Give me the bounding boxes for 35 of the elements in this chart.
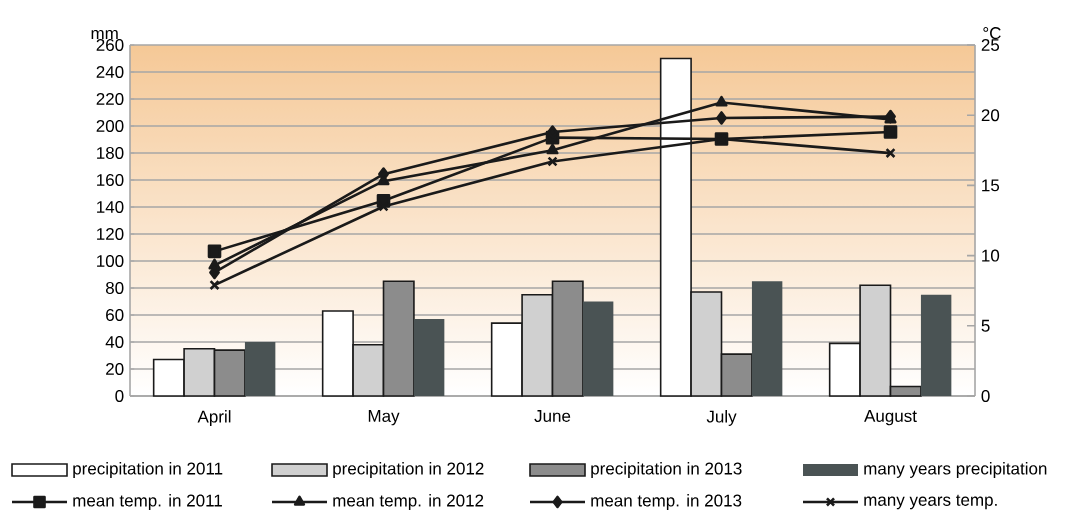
x-tick-label: April [197,410,231,426]
y-tick-label: 40 [105,335,124,349]
y2-tick-label: 20 [981,109,1000,122]
legend-label: precipitation in 2013 [591,462,742,478]
y-tick-label: 140 [97,200,124,214]
y2-tick-label: 5 [981,319,990,332]
x-tick-label: June [534,410,571,422]
y2-axis-title: °C [983,27,1001,40]
x-tick-label: July [706,410,737,426]
y2-tick-label: 25 [981,38,1000,52]
y-tick-label: 180 [97,146,124,160]
y-tick-label: 160 [97,173,124,187]
legend-label: mean temp. in 2013 [591,494,742,510]
y-tick-label: 240 [96,65,124,79]
y-tick-label: 260 [96,38,124,52]
legend-label: many years precipitation [864,462,1047,478]
legend-label: mean temp. in 2012 [333,494,484,510]
legend-label: precipitation in 2012 [333,462,484,478]
x-tick-label: August [864,410,917,426]
legend-label: mean temp. in 2011 [73,494,222,510]
y-tick-label: 60 [106,308,124,322]
legend-label: precipitation in 2011 [73,462,223,478]
x-tick-label: May [368,410,400,426]
y2-tick-label: 15 [982,179,1000,192]
y-axis-title: mm [91,29,118,40]
y2-tick-label: 0 [981,389,990,403]
y-tick-label: 0 [115,389,124,403]
y-tick-label: 200 [96,119,124,133]
y-tick-label: 120 [97,227,124,241]
y2-tick-label: 10 [982,249,1000,262]
y-tick-label: 220 [96,92,124,106]
legend-label: many years temp. [864,494,997,510]
y-tick-label: 100 [97,254,124,268]
y-tick-label: 80 [105,281,124,295]
y-tick-label: 20 [106,362,124,376]
